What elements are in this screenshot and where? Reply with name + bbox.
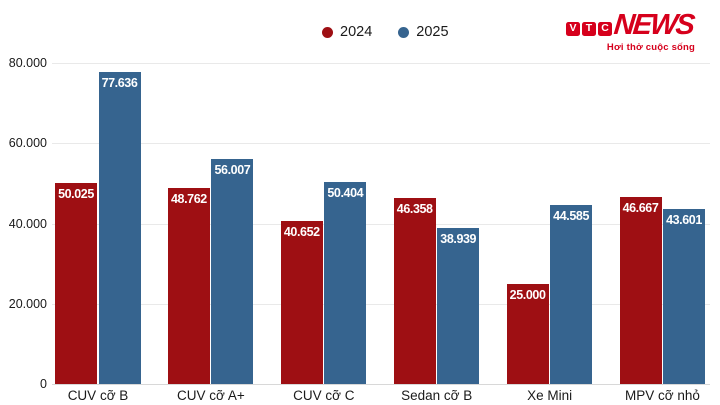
legend-label-2024: 2024 xyxy=(340,24,373,40)
logo-letter-v: V xyxy=(566,21,580,36)
gridline-80000 xyxy=(52,63,710,64)
bar-2025-cuv-co-c: 50.404 xyxy=(324,181,367,384)
legend-label-2025: 2025 xyxy=(416,24,449,40)
bar-value-2025-xe-mini: 44.585 xyxy=(553,209,590,224)
logo-letter-c: C xyxy=(598,21,612,36)
category-label-mpv-co-nho: MPV cỡ nhỏ xyxy=(625,388,700,403)
chart-legend: 2024 2025 xyxy=(322,24,449,40)
bar-value-2024-mpv-co-nho: 46.667 xyxy=(622,200,659,215)
y-tick-label-60000: 60.000 xyxy=(8,136,47,151)
category-label-xe-mini: Xe Mini xyxy=(527,388,573,403)
gridline-60000 xyxy=(52,143,710,145)
bar-2025-xe-mini: 44.585 xyxy=(550,205,593,384)
bar-2024-xe-mini: 25.000 xyxy=(506,283,549,384)
bar-value-2025-mpv-co-nho: 43.601 xyxy=(666,213,702,228)
bar-2024-cuv-co-c: 40.652 xyxy=(280,220,323,384)
y-tick-label-40000: 40.000 xyxy=(8,216,47,231)
category-label-sedan-co-b: Sedan cỡ B xyxy=(401,388,473,403)
y-tick-label-20000: 20.000 xyxy=(8,296,47,311)
bar-2025-cuv-co-a: 56.007 xyxy=(211,159,254,384)
bar-value-2025-cuv-co-c: 50.404 xyxy=(327,185,364,200)
bar-value-2024-cuv-co-a: 48.762 xyxy=(170,192,207,207)
bar-value-2025-sedan-co-b: 38.939 xyxy=(440,231,477,246)
category-label-cuv-co-c: CUV cỡ C xyxy=(293,388,355,403)
bar-value-2024-cuv-co-c: 40.652 xyxy=(283,224,320,239)
bar-2024-cuv-co-b: 50.025 xyxy=(55,183,97,384)
bar-2025-sedan-co-b: 38.939 xyxy=(437,227,480,384)
bar-2025-mpv-co-nho: 43.601 xyxy=(663,209,705,384)
legend-item-2024: 2024 xyxy=(322,24,372,40)
y-tick-label-0: 0 xyxy=(40,377,47,391)
bar-2024-mpv-co-nho: 46.667 xyxy=(619,196,662,384)
x-axis-baseline xyxy=(52,384,710,385)
gridline-20000 xyxy=(52,303,710,305)
logo-letter-boxes: V T C xyxy=(566,21,612,36)
bar-value-2024-xe-mini: 25.000 xyxy=(509,287,546,302)
bar-value-2024-sedan-co-b: 46.358 xyxy=(396,201,433,216)
vtc-news-logo: V T C NEWS Hơi thở cuộc sống xyxy=(566,9,708,53)
legend-item-2025: 2025 xyxy=(398,24,449,40)
bar-2025-cuv-co-b: 77.636 xyxy=(98,72,141,384)
logo-letter-t: T xyxy=(582,21,596,36)
bar-value-2024-cuv-co-b: 50.025 xyxy=(58,187,94,202)
bar-value-2025-cuv-co-b: 77.636 xyxy=(101,76,138,91)
gridline-40000 xyxy=(52,223,710,225)
logo-row: V T C NEWS xyxy=(566,9,708,41)
category-label-cuv-co-b: CUV cỡ B xyxy=(67,388,129,403)
bar-2024-cuv-co-a: 48.762 xyxy=(167,188,210,384)
logo-tagline: Hơi thở cuộc sống xyxy=(606,42,696,53)
y-tick-label-80000: 80.000 xyxy=(8,56,47,70)
legend-dot-2024 xyxy=(322,26,333,38)
category-label-cuv-co-a: CUV cỡ A+ xyxy=(177,388,245,403)
bar-2024-sedan-co-b: 46.358 xyxy=(393,197,436,384)
legend-dot-2025 xyxy=(398,26,410,38)
bar-value-2025-cuv-co-a: 56.007 xyxy=(214,163,251,178)
